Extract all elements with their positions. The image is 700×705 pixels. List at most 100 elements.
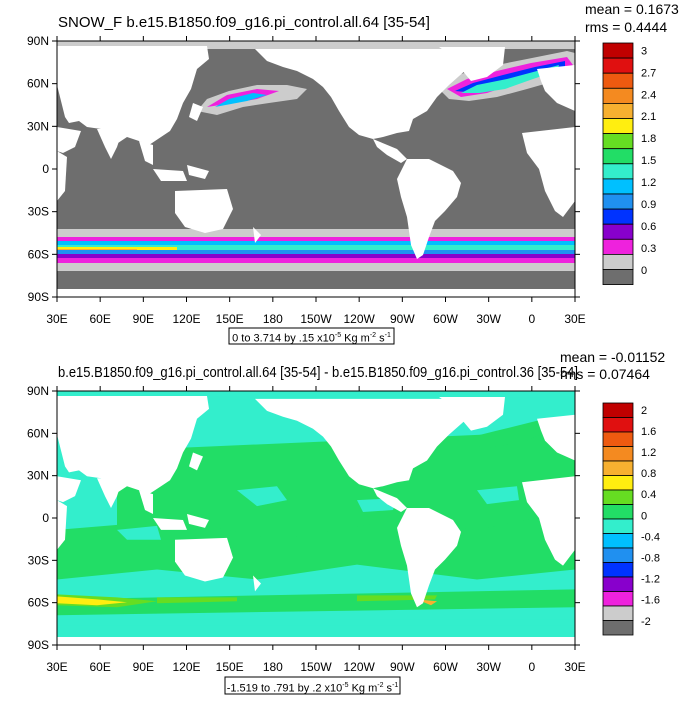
x-tick-label: 30E bbox=[564, 660, 585, 674]
x-tick-label: 30E bbox=[46, 312, 67, 326]
colorbar-label: -0.8 bbox=[641, 553, 660, 565]
colorbar-box bbox=[602, 223, 634, 240]
colorbar-box bbox=[602, 103, 634, 119]
colorbar-label: -0.4 bbox=[641, 531, 660, 543]
stat-rms: rms = 0.07464 bbox=[560, 366, 650, 382]
y-tick-label: 0 bbox=[42, 162, 49, 176]
colorbar-box bbox=[602, 253, 634, 270]
x-tick-label: 60E bbox=[89, 312, 110, 326]
colorbar-box bbox=[602, 87, 634, 104]
colorbar: 3 2.7 2.4 2.1 1.8 1.5 1.2 0.9 0.6 0.3 0 bbox=[602, 42, 656, 286]
colorbar-label: 0 bbox=[641, 265, 647, 277]
range-note-text: -1.519 to .791 by .2 x10-5 Kg m-2 s-1 bbox=[226, 682, 399, 695]
stat-mean: mean = 0.1673 bbox=[585, 1, 679, 17]
x-tick-label: 0 bbox=[528, 312, 535, 326]
x-tick-label: 150E bbox=[216, 660, 244, 674]
x-tick-label: 30E bbox=[564, 312, 585, 326]
colorbar-label: 3 bbox=[641, 45, 647, 57]
colorbar-box bbox=[602, 163, 634, 180]
colorbar-label: -1.2 bbox=[641, 574, 660, 586]
y-tick-label: 0 bbox=[42, 511, 49, 525]
colorbar-box bbox=[602, 475, 634, 491]
x-tick-label: 90W bbox=[390, 312, 415, 326]
colorbar-box bbox=[602, 446, 634, 462]
colorbar-box bbox=[602, 148, 634, 165]
x-tick-label: 150W bbox=[300, 660, 332, 674]
x-tick-label: 0 bbox=[528, 660, 535, 674]
x-tick-label: 180 bbox=[263, 660, 283, 674]
colorbar-label: 0.4 bbox=[641, 489, 656, 501]
colorbar-label: 2 bbox=[641, 405, 647, 417]
x-tick-label: 150E bbox=[216, 312, 244, 326]
colorbar-box bbox=[602, 402, 634, 418]
colorbar-box bbox=[602, 42, 634, 59]
colorbar-box bbox=[602, 118, 634, 135]
range-note bbox=[228, 327, 395, 345]
colorbar-box bbox=[602, 489, 634, 505]
colorbar-box bbox=[602, 193, 634, 210]
colorbar-box bbox=[602, 72, 634, 89]
panel-bottom: b.e15.B1850.f09_g16.pi_control.all.64 [3… bbox=[27, 349, 665, 695]
colorbar-box bbox=[602, 57, 634, 74]
stat-mean: mean = -0.01152 bbox=[560, 349, 665, 365]
x-tick-label: 120E bbox=[172, 312, 200, 326]
colorbar-label: -1.6 bbox=[641, 595, 660, 607]
colorbar-box bbox=[602, 269, 634, 286]
colorbar-label: 0.9 bbox=[641, 199, 656, 211]
colorbar-box bbox=[602, 605, 634, 621]
y-tick-label: 30N bbox=[27, 119, 49, 133]
axis-ticks: 30E 60E 90E 120E 150E 180 150W 120W 90W 60W 30W 0 30… bbox=[27, 34, 586, 326]
x-tick-label: 180 bbox=[263, 312, 283, 326]
x-tick-label: 60E bbox=[89, 660, 110, 674]
y-tick-label: 60N bbox=[27, 426, 49, 440]
x-tick-label: 90E bbox=[133, 312, 154, 326]
colorbar-label: 2.7 bbox=[641, 67, 656, 79]
colorbar-label: 1.6 bbox=[641, 426, 656, 438]
x-tick-label: 150W bbox=[300, 312, 332, 326]
colorbar-label: 2.4 bbox=[641, 89, 656, 101]
colorbar-box bbox=[602, 591, 634, 607]
colorbar-label: -2 bbox=[641, 616, 651, 628]
colorbar: 2 1.6 1.2 0.8 0.4 0 -0.4 -0.8 -1.2 -1.6 -2 bbox=[602, 402, 660, 636]
x-tick-label: 60W bbox=[433, 312, 458, 326]
colorbar-box bbox=[602, 417, 634, 433]
x-tick-label: 90E bbox=[133, 660, 154, 674]
x-tick-label: 120W bbox=[343, 660, 375, 674]
colorbar-box bbox=[602, 620, 634, 636]
x-tick-label: 30W bbox=[476, 312, 501, 326]
colorbar-box bbox=[602, 547, 634, 563]
colorbar-box bbox=[602, 133, 634, 150]
range-note bbox=[224, 676, 401, 695]
y-tick-label: 60S bbox=[28, 596, 49, 610]
colorbar-box bbox=[602, 504, 634, 520]
panel-title: b.e15.B1850.f09_g16.pi_control.all.64 [3… bbox=[58, 365, 578, 381]
colorbar-label: 2.1 bbox=[641, 111, 656, 123]
x-tick-label: 120W bbox=[343, 312, 375, 326]
colorbar-box bbox=[602, 576, 634, 592]
x-tick-label: 30W bbox=[476, 660, 501, 674]
y-tick-label: 90N bbox=[27, 34, 49, 48]
panel-title: SNOW_F b.e15.B1850.f09_g16.pi_control.al… bbox=[58, 14, 430, 31]
map-field bbox=[57, 391, 575, 645]
y-tick-label: 60N bbox=[27, 77, 49, 91]
stat-rms: rms = 0.4444 bbox=[585, 19, 667, 35]
colorbar-label: 1.8 bbox=[641, 133, 656, 145]
colorbar-box bbox=[602, 431, 634, 447]
colorbar-box bbox=[602, 178, 634, 195]
y-tick-label: 30S bbox=[28, 205, 49, 219]
y-tick-label: 30S bbox=[28, 553, 49, 567]
colorbar-box bbox=[602, 208, 634, 225]
colorbar-label: 0 bbox=[641, 510, 647, 522]
colorbar-label: 1.5 bbox=[641, 155, 656, 167]
colorbar-box bbox=[602, 460, 634, 476]
range-note-text: 0 to 3.714 by .15 x10-5 Kg m-2 s-1 bbox=[232, 332, 391, 345]
colorbar-label: 0.8 bbox=[641, 468, 656, 480]
colorbar-label: 1.2 bbox=[641, 177, 656, 189]
colorbar-box bbox=[602, 238, 634, 255]
map-field bbox=[57, 41, 575, 297]
x-tick-label: 90W bbox=[390, 660, 415, 674]
colorbar-box bbox=[602, 562, 634, 578]
colorbar-label: 0.6 bbox=[641, 221, 656, 233]
colorbar-box bbox=[602, 533, 634, 549]
